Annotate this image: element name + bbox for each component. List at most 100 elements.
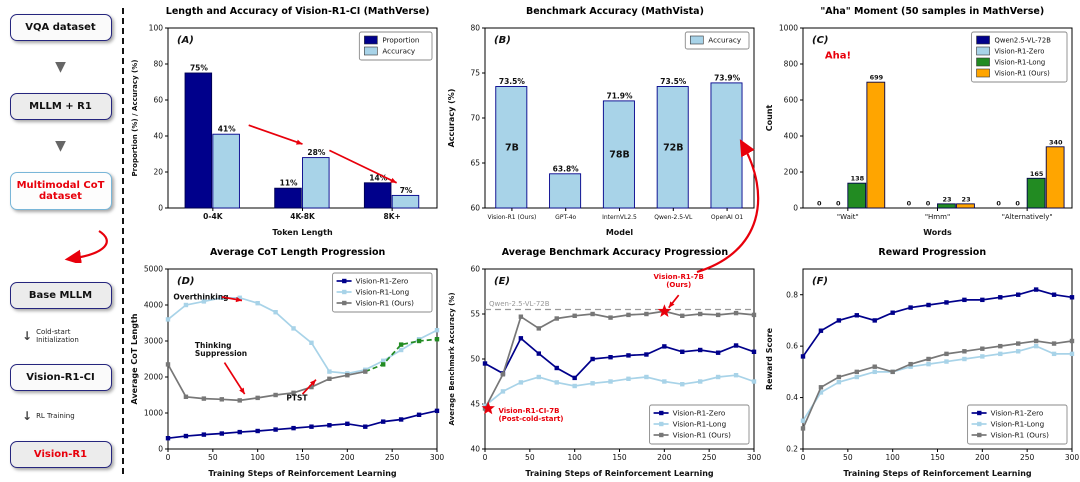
rl-training-label: RL Training — [36, 411, 75, 420]
svg-text:50: 50 — [843, 453, 853, 462]
chart-c-aha-moment: 0 200 400 600 800 1000 Count Words 0 0 0 0 0 0 138 23 16… — [765, 24, 1073, 237]
svg-text:28%: 28% — [307, 148, 325, 157]
svg-text:Token Length: Token Length — [272, 228, 333, 237]
svg-text:Proportion: Proportion — [382, 36, 419, 45]
down-arrow-icon: ↓ — [22, 329, 33, 344]
panel-c: "Aha" Moment (50 samples in MathVerse) 0… — [763, 0, 1080, 241]
svg-text:PTST: PTST — [286, 393, 308, 402]
svg-text:800: 800 — [783, 60, 798, 69]
svg-text:Count: Count — [765, 105, 774, 132]
svg-text:100: 100 — [885, 453, 900, 462]
svg-text:14%: 14% — [369, 173, 387, 182]
svg-text:0: 0 — [1015, 200, 1020, 208]
svg-text:"Hmm": "Hmm" — [924, 213, 949, 221]
svg-text:70: 70 — [471, 114, 481, 123]
svg-text:Vision-R1-Long: Vision-R1-Long — [673, 420, 727, 429]
svg-text:Vision-R1-Long: Vision-R1-Long — [994, 59, 1045, 67]
svg-text:5000: 5000 — [144, 265, 163, 274]
svg-text:40: 40 — [153, 132, 163, 141]
svg-text:0: 0 — [925, 200, 930, 208]
svg-text:23: 23 — [961, 195, 970, 203]
svg-text:(A): (A) — [177, 35, 194, 46]
svg-text:65: 65 — [471, 159, 481, 168]
down-arrow-icon: ▼ — [55, 137, 66, 154]
svg-text:Vision-R1 (Ours): Vision-R1 (Ours) — [994, 70, 1050, 78]
svg-text:Vision-R1-Zero: Vision-R1-Zero — [990, 409, 1043, 418]
svg-text:60: 60 — [471, 265, 481, 274]
svg-text:71.9%: 71.9% — [607, 91, 634, 100]
svg-text:20: 20 — [153, 168, 163, 177]
svg-text:4K-8K: 4K-8K — [290, 212, 316, 221]
svg-text:63.8%: 63.8% — [553, 164, 580, 173]
svg-text:73.9%: 73.9% — [714, 73, 741, 82]
flow-box-vision-r1-ci: Vision-R1-CI — [9, 364, 112, 391]
svg-text:0.4: 0.4 — [786, 393, 798, 402]
svg-text:Overthinking: Overthinking — [173, 293, 228, 302]
svg-text:0.6: 0.6 — [786, 342, 798, 351]
svg-text:0: 0 — [166, 453, 171, 462]
svg-text:0: 0 — [158, 445, 163, 454]
svg-text:23: 23 — [942, 195, 951, 203]
svg-text:OpenAI O1: OpenAI O1 — [711, 214, 744, 221]
svg-text:Reward Score: Reward Score — [765, 327, 774, 390]
svg-text:(B): (B) — [494, 35, 511, 46]
svg-text:Proportion (%) / Accuracy (%): Proportion (%) / Accuracy (%) — [131, 60, 139, 177]
svg-text:60: 60 — [153, 96, 163, 105]
svg-text:0: 0 — [906, 200, 911, 208]
svg-text:165: 165 — [1029, 170, 1043, 178]
chart-b-benchmark-accuracy: 60 65 70 75 80 Accuracy (%) Model 73.5% 63.8% 71.… — [447, 24, 755, 237]
svg-text:200: 200 — [783, 168, 798, 177]
svg-text:300: 300 — [747, 453, 762, 462]
svg-text:72B: 72B — [663, 142, 683, 153]
flow-box-vqa-dataset: VQA dataset — [9, 14, 112, 41]
svg-text:0: 0 — [158, 204, 163, 213]
svg-text:Accuracy: Accuracy — [709, 36, 743, 45]
svg-text:100: 100 — [568, 453, 583, 462]
svg-text:600: 600 — [783, 96, 798, 105]
svg-text:7%: 7% — [400, 186, 413, 195]
svg-text:0-4K: 0-4K — [203, 212, 224, 221]
panel-e: Average Benchmark Accuracy Progression 4… — [445, 241, 762, 482]
svg-text:(F): (F) — [812, 276, 828, 287]
panel-a: Length and Accuracy of Vision-R1-CI (Mat… — [128, 0, 445, 241]
svg-text:0.2: 0.2 — [786, 445, 798, 454]
svg-text:Vision-R1-Zero: Vision-R1-Zero — [673, 409, 726, 418]
panel-d: Average CoT Length Progression 0 1000 2000… — [128, 241, 445, 482]
svg-text:200: 200 — [657, 453, 672, 462]
svg-text:Average CoT Length: Average CoT Length — [130, 313, 139, 404]
panel-f: Reward Progression 0.2 0.4 0.6 0.8 Reward Sc… — [763, 241, 1080, 482]
svg-text:(C): (C) — [812, 35, 828, 46]
svg-text:138: 138 — [850, 175, 864, 183]
svg-text:50: 50 — [471, 355, 481, 364]
svg-text:Aha!: Aha! — [824, 51, 850, 62]
svg-text:100: 100 — [251, 453, 266, 462]
svg-text:1000: 1000 — [144, 409, 163, 418]
svg-text:50: 50 — [525, 453, 535, 462]
flow-box-base-mllm: Base MLLM — [9, 281, 112, 309]
svg-text:200: 200 — [340, 453, 355, 462]
svg-text:(D): (D) — [177, 276, 194, 287]
svg-text:55: 55 — [471, 310, 481, 319]
down-arrow-icon: ▼ — [55, 58, 66, 75]
svg-text:300: 300 — [430, 453, 445, 462]
chart-e-title: Average Benchmark Accuracy Progression — [501, 247, 729, 258]
flow-box-vision-r1: Vision-R1 — [9, 440, 112, 468]
chart-c-title: "Aha" Moment (50 samples in MathVerse) — [820, 6, 1045, 17]
svg-text:Training Steps of Reinforcemen: Training Steps of Reinforcement Learning — [526, 469, 715, 478]
svg-text:150: 150 — [295, 453, 310, 462]
down-arrow-icon: ↓ — [22, 408, 33, 423]
svg-text:7B: 7B — [505, 142, 519, 153]
svg-text:0: 0 — [793, 204, 798, 213]
svg-text:Vision-R1-Long: Vision-R1-Long — [356, 288, 410, 297]
svg-text:0: 0 — [836, 200, 841, 208]
svg-text:73.5%: 73.5% — [661, 77, 688, 86]
svg-text:"Wait": "Wait" — [836, 213, 858, 221]
svg-text:60: 60 — [471, 204, 481, 213]
svg-text:Training Steps of Reinforcemen: Training Steps of Reinforcement Learning — [843, 469, 1032, 478]
svg-text:40: 40 — [471, 445, 481, 454]
svg-text:340: 340 — [1049, 138, 1063, 146]
svg-text:4000: 4000 — [144, 301, 163, 310]
svg-text:Accuracy (%): Accuracy (%) — [447, 89, 456, 148]
svg-text:250: 250 — [1020, 453, 1035, 462]
